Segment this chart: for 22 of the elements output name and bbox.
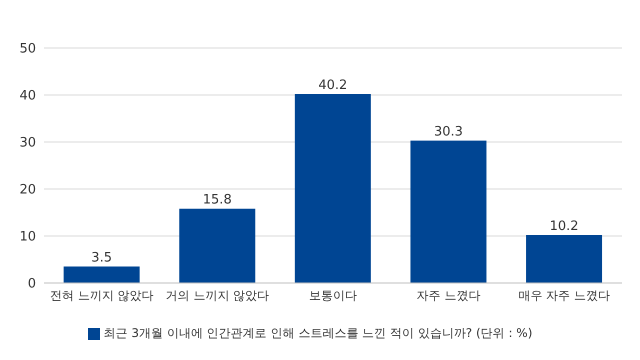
bar: [526, 235, 602, 283]
x-tick-label: 전혀 느끼지 않았다: [50, 288, 154, 303]
y-tick-label: 0: [28, 276, 36, 292]
data-label: 15.8: [202, 192, 232, 208]
y-tick-label: 50: [19, 42, 36, 57]
legend-label: 최근 3개월 이내에 인간관계로 인해 스트레스를 느낀 적이 있습니까? (단위 : %): [104, 326, 532, 340]
x-tick-label: 자주 느꼈다: [416, 288, 481, 303]
data-label: 40.2: [318, 78, 348, 94]
x-tick-label: 매우 자주 느꼈다: [518, 288, 610, 303]
y-tick-label: 40: [19, 88, 36, 104]
data-label: 30.3: [434, 124, 463, 140]
data-label: 3.5: [91, 250, 112, 266]
y-tick-label: 10: [19, 230, 36, 245]
x-tick-label: 거의 느끼지 않았다: [166, 288, 270, 303]
bar: [410, 140, 486, 283]
y-tick-label: 30: [19, 136, 36, 151]
bar: [294, 94, 371, 283]
bar: [179, 208, 256, 283]
data-label: 10.2: [550, 219, 579, 234]
x-tick-label: 보통이다: [309, 288, 357, 303]
bar: [64, 266, 140, 283]
y-tick-label: 20: [19, 182, 36, 198]
